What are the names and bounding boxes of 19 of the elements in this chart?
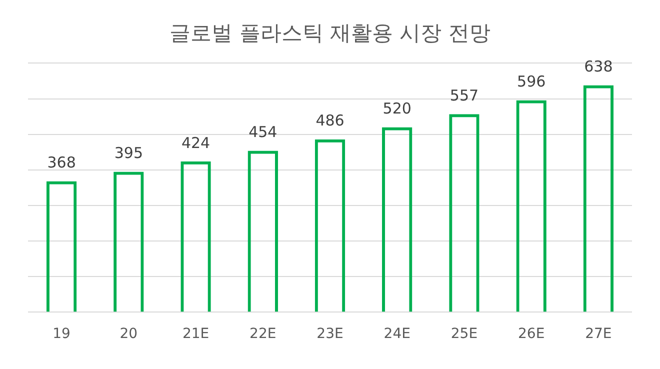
x-tick-label: 21E — [182, 326, 210, 342]
data-label: 454 — [248, 123, 278, 142]
x-tick-label: 22E — [250, 326, 276, 342]
x-tick-label: 23E — [316, 326, 344, 342]
data-label: 520 — [382, 100, 412, 118]
data-label: 486 — [316, 112, 344, 130]
x-tick-label: 26E — [518, 326, 545, 342]
data-label: 395 — [114, 144, 143, 162]
data-label: 557 — [450, 86, 479, 104]
x-tick-label: 27E — [585, 326, 612, 342]
x-tick-label: 19 — [52, 326, 70, 342]
chart-title: 글로벌 플라스틱 재활용 시장 전망 — [170, 21, 490, 46]
data-label: 424 — [181, 134, 210, 152]
x-tick-label: 24E — [384, 326, 410, 342]
data-label: 596 — [517, 72, 546, 91]
x-tick-label: 25E — [450, 326, 478, 342]
x-tick-label: 20 — [120, 326, 138, 342]
data-label: 638 — [584, 58, 613, 76]
data-label: 368 — [47, 154, 76, 172]
